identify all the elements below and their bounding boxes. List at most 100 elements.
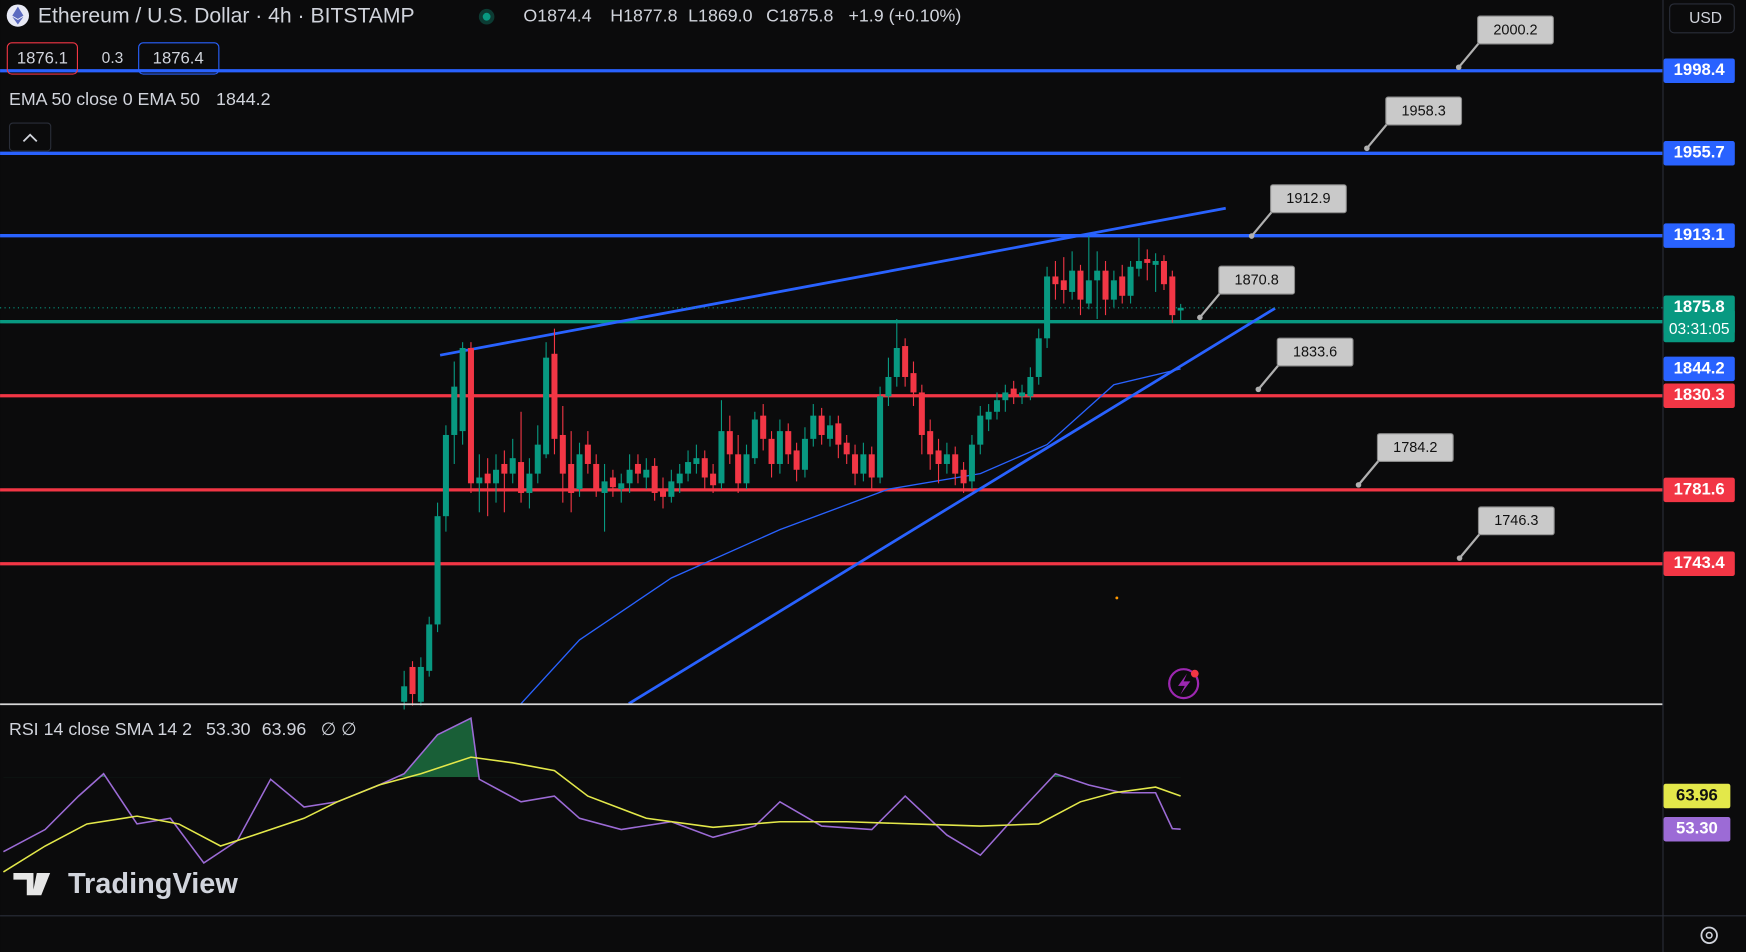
candle-body	[835, 423, 842, 445]
candle-body	[651, 465, 658, 493]
brand-name: TradingView	[68, 868, 238, 900]
callout-pointer	[1199, 290, 1223, 319]
level-label-box	[1663, 551, 1735, 576]
candle-body	[985, 411, 992, 420]
callout-box	[1477, 506, 1555, 536]
level-label: 1743.4	[1674, 553, 1726, 572]
settings-icon-core[interactable]	[1705, 931, 1713, 939]
candle-body	[401, 686, 408, 702]
callout-pointer	[1357, 457, 1382, 486]
candle-body	[543, 357, 550, 455]
candle-body	[459, 347, 466, 432]
symbol-icon-glyph	[12, 6, 24, 25]
candle-body	[576, 454, 583, 490]
candle-body	[442, 434, 449, 517]
candle-body	[927, 431, 934, 455]
candle-body	[593, 463, 600, 490]
alert-badge	[1190, 669, 1199, 678]
candle-body	[1035, 338, 1042, 377]
candle-body	[943, 454, 950, 464]
callout-box	[1270, 184, 1347, 214]
buy-button[interactable]	[138, 42, 220, 75]
candle-body	[968, 444, 975, 482]
candle-body	[785, 431, 792, 455]
candle-body	[818, 415, 825, 435]
rsi-sma-label: 63.96	[1676, 785, 1718, 804]
ohlc-low: L1869.0	[688, 5, 752, 25]
candle-body	[960, 469, 967, 484]
chevron-icon[interactable]	[22, 133, 38, 143]
callout-label: 1746.3	[1494, 513, 1538, 529]
ema-line	[520, 368, 1181, 705]
callout-anchor	[1255, 386, 1262, 393]
alert-bolt[interactable]	[1178, 673, 1191, 695]
callout-anchor	[1364, 145, 1370, 152]
callout-label: 1833.6	[1293, 344, 1337, 360]
candle-body	[484, 473, 491, 484]
rsi-value-label: 53.30	[1676, 819, 1718, 838]
ask-price[interactable]: 1876.4	[153, 48, 204, 67]
callout-anchor	[1197, 314, 1203, 321]
sell-button[interactable]	[6, 42, 78, 75]
candle-body	[1135, 260, 1142, 269]
brand-logo	[13, 872, 51, 896]
candle-body	[1127, 266, 1134, 296]
candle-body	[852, 454, 859, 474]
callout-box	[1376, 433, 1454, 463]
candle-body	[626, 469, 633, 484]
callout-label: 1784.2	[1393, 440, 1437, 456]
market-status-dot	[482, 12, 491, 21]
callout-anchor	[1456, 555, 1463, 561]
trend-line	[628, 307, 1276, 705]
candle-body	[1052, 276, 1059, 285]
candle-body	[801, 438, 808, 470]
candle-body	[1002, 392, 1009, 401]
candle-body	[426, 624, 433, 671]
level-label: 1998.4	[1674, 60, 1726, 79]
candle-body	[760, 415, 767, 439]
candle-body	[509, 458, 516, 474]
price-label: 1875.8	[1674, 297, 1725, 316]
candle-body	[743, 454, 750, 484]
candle-body	[826, 425, 833, 439]
candle-body	[568, 463, 575, 493]
candle-body	[718, 431, 725, 484]
candle-body	[1077, 270, 1084, 300]
candle-body	[877, 396, 884, 478]
symbol-title: Ethereum / U.S. Dollar · 4h · BITSTAMP	[38, 4, 415, 27]
candle-body	[476, 477, 483, 484]
rsi-line	[2, 756, 1181, 873]
bid-price[interactable]: 1876.1	[17, 48, 68, 67]
candle-body	[618, 483, 625, 490]
ema-label-box	[1663, 356, 1735, 382]
candle-body	[893, 347, 900, 377]
candle-body	[918, 392, 925, 435]
candle-body	[810, 415, 817, 439]
currency-button[interactable]	[1669, 3, 1735, 34]
candle-body	[910, 373, 917, 393]
currency[interactable]: USD	[1689, 10, 1722, 27]
candle-body	[609, 477, 616, 488]
level-label: 1830.3	[1674, 385, 1725, 404]
candle-body	[776, 431, 783, 464]
candle-body	[1010, 388, 1017, 397]
candle-body	[1019, 392, 1026, 397]
rsi-value-label-box	[1663, 816, 1731, 842]
trend-line	[439, 206, 1226, 357]
candle-body	[693, 458, 700, 464]
candle-body	[526, 473, 533, 493]
candle-body	[451, 386, 458, 435]
ohlc-high: H1877.8	[610, 5, 677, 25]
settings-icon[interactable]	[1700, 926, 1718, 944]
candle-body	[676, 473, 683, 484]
candle-body	[868, 454, 875, 478]
candle-body	[685, 462, 692, 474]
collapse-button[interactable]	[8, 122, 52, 152]
rsi-legend-value: 53.30	[206, 719, 251, 739]
alert-icon[interactable]	[1168, 668, 1200, 700]
candle-body	[710, 473, 717, 486]
candle-body	[1069, 270, 1076, 292]
candle-body	[417, 666, 424, 702]
candle-body	[643, 469, 650, 478]
candle-body	[434, 516, 441, 625]
